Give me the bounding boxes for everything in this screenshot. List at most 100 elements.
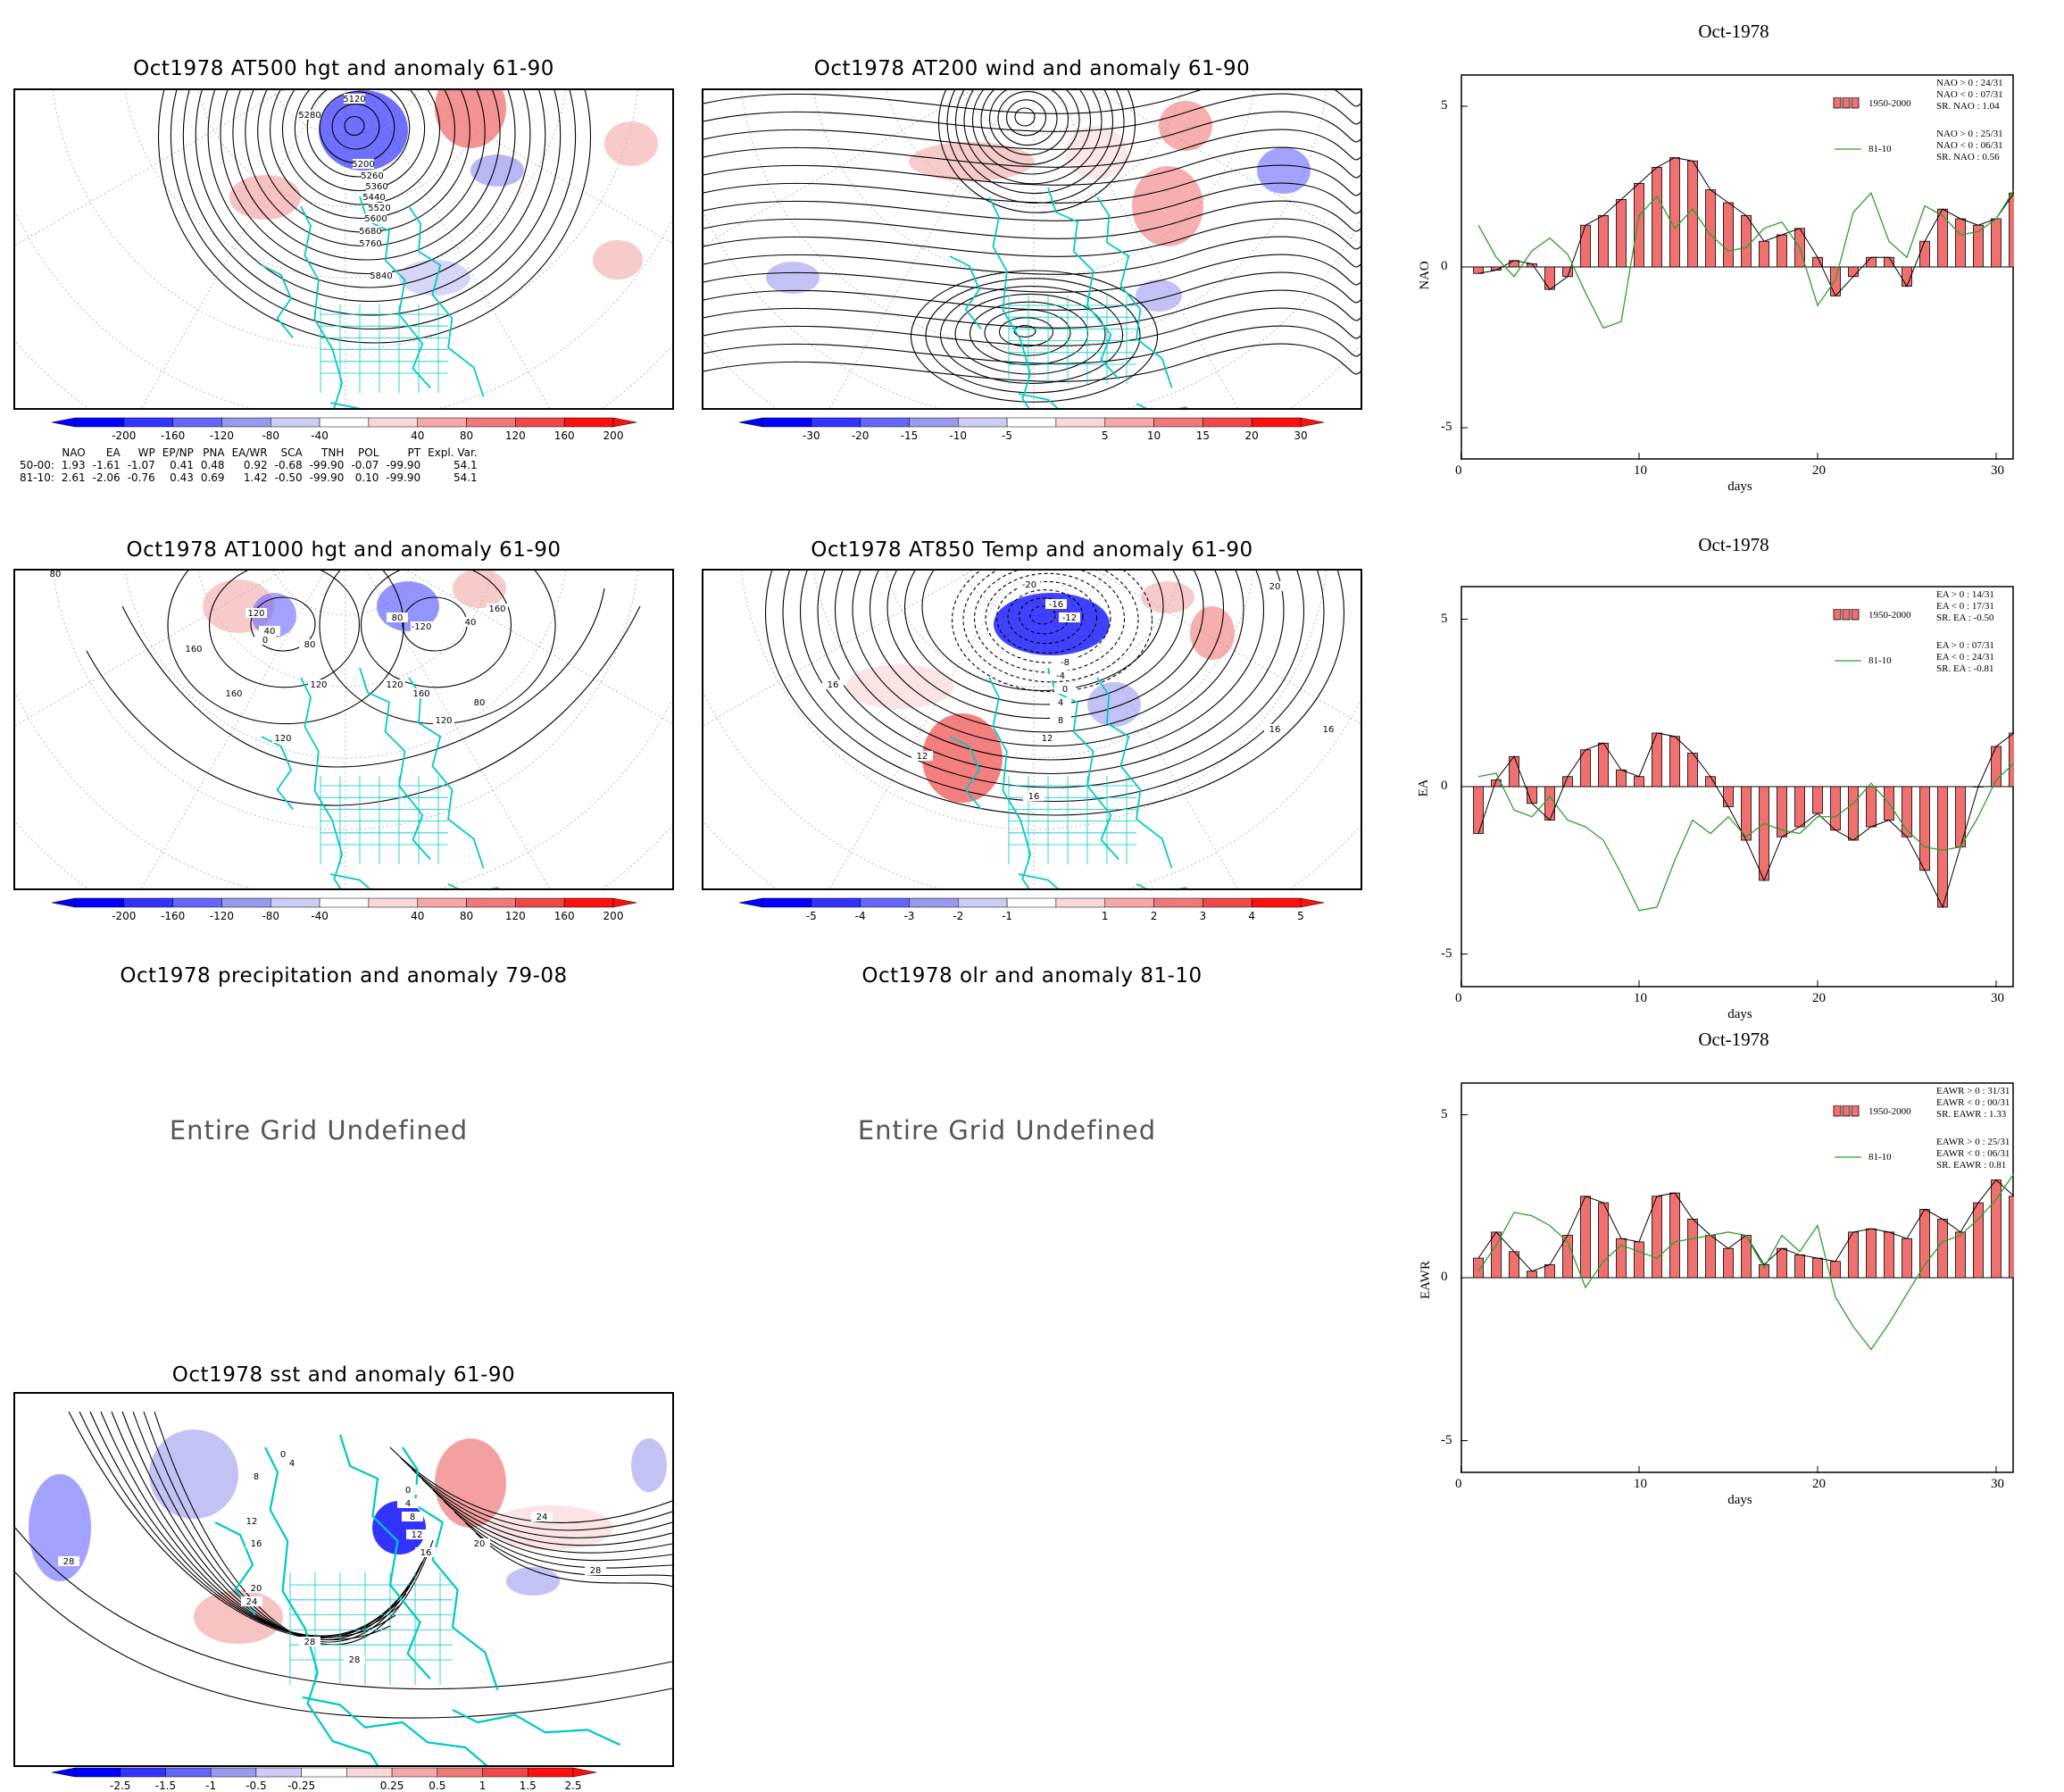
bar-1950-2000 [1669,736,1680,788]
map-title-at850: Oct1978 AT850 Temp and anomaly 61-90 [811,538,1253,562]
contour-label-bg [183,644,204,654]
legend-stat-line: SR. NAO : 0.56 [1936,152,2000,163]
coastline [949,187,1188,408]
contour-label: 24 [246,1597,258,1607]
undefined-grid-olr: Entire Grid Undefined [857,1115,1157,1146]
x-tick-label: 30 [1991,1477,2004,1491]
line-81-10 [1477,1172,2014,1351]
x-tick-label: 0 [1455,463,1462,478]
y-tick-label: -5 [1441,946,1452,961]
index-header: SCA [280,446,303,459]
bar-1950-2000 [1991,218,2002,268]
colorbar-swatch [417,417,467,428]
index-value: -99.90 [309,471,345,484]
colorbar-label: -0.5 [246,1779,267,1792]
colorbar-swatches [738,417,1325,428]
colorbar-arrow-left [738,897,763,908]
line-81-10 [1477,763,2014,912]
legend-bar-swatch [1833,97,1842,109]
state-borders [320,304,448,393]
contour-label-bg [406,1529,428,1539]
legend-stat-line: EAWR > 0 : 25/31 [1936,1137,2010,1147]
colorbar-swatch [74,417,125,428]
bar-1950-2000 [1527,1271,1537,1279]
contour-label-bg [370,271,392,280]
contour-label-bg [1264,724,1286,734]
contour-label-bg [246,1471,267,1481]
lat-lon-grid [703,90,1361,408]
colorbar-swatch [1104,897,1154,908]
colorbar-swatch [482,1767,528,1778]
bar-1950-2000 [1598,214,1609,268]
colorbar-label: -1 [205,1779,217,1792]
bar-1950-2000 [1616,198,1627,268]
contour-label-bg [469,1538,490,1548]
anomaly-positive [435,1438,506,1528]
legend-stat-bars: NAO > 0 : 24/31 [1936,78,2003,88]
colorbar-label: -120 [209,910,235,922]
anomaly-negative [1136,279,1182,312]
colorbar-label: -5 [805,910,817,922]
contour-label-bg [344,94,365,104]
colorbar-temp: -5 -4 -3 -2 -1 1 2 3 4 5 [738,897,1325,933]
streamlines [703,90,1361,382]
bar-1950-2000 [1794,786,1805,828]
bar-1950-2000 [1955,1231,1966,1279]
index-value: 1.93 [61,459,86,471]
colorbar-swatch [860,417,910,428]
index-value: -0.68 [274,459,303,471]
index-value: -0.76 [127,471,155,484]
colorbar-label: -40 [311,910,329,922]
x-tick-label: 10 [1634,991,1647,1005]
bar-1950-2000 [1669,157,1680,268]
colorbar-swatch [563,417,614,428]
colorbar-label: 120 [504,910,526,922]
colorbar-label: -30 [803,429,820,442]
line-81-10 [1477,189,2014,329]
legend-label-1950-2000: 1950-2000 [1868,1106,1911,1117]
colorbar-arrow-right [612,897,637,908]
colorbar-swatch [172,897,222,908]
row-label-8110: 81-10: [20,471,54,484]
index-header: EA [105,446,121,459]
x-tick-label: 20 [1812,991,1826,1005]
y-axis-label: EAWR [1418,1261,1433,1299]
contour-label-bg [585,1565,606,1575]
index-header: POL [358,446,379,459]
colorbar-swatch [762,897,812,908]
teleconnection-index-table: NAO EA WP EP/NP PNA EA/WR SCA TNH POL PT Expl. Var… [16,446,481,484]
anomaly-positive [229,175,301,220]
colorbar-swatch [74,1767,121,1778]
bar-1950-2000 [1473,1257,1484,1279]
colorbar-arrow-right [612,417,637,428]
contour-label: 80 [304,640,316,650]
contour-label: 80 [474,698,486,708]
colorbar-label: 40 [411,429,425,442]
colorbar-swatch [1006,417,1057,428]
contour-lines [167,571,404,725]
x-tick-label: 30 [1991,991,2004,1005]
x-tick-label: 0 [1455,1477,1462,1491]
index-header: PNA [203,446,225,459]
x-axis-label: days [1727,479,1752,494]
anomaly-negative [470,154,524,187]
y-tick-label: 5 [1441,611,1448,626]
map-title-precip: Oct1978 precipitation and anomaly 79-08 [120,964,568,988]
colorbar-swatch [74,897,125,908]
contour-label: 16 [1323,725,1335,735]
contour-label: 0 [405,1486,411,1496]
coastline [949,667,1188,888]
bar-1950-2000 [2009,192,2014,268]
colorbar-label: -1 [1002,910,1013,922]
colorbar-swatch [319,417,370,428]
legend-label-81-10: 81-10 [1868,1152,1892,1163]
colorbar-label: 200 [603,910,624,922]
coastline [214,1434,621,1765]
colorbar-swatch [909,897,959,908]
colorbar-label: -160 [161,429,186,442]
anomaly-positive [593,240,643,279]
contour-label: 5360 [365,182,387,192]
contour-label: 5840 [370,271,392,281]
contour-label-bg [1054,657,1076,667]
contour-label-bg [1019,579,1040,589]
